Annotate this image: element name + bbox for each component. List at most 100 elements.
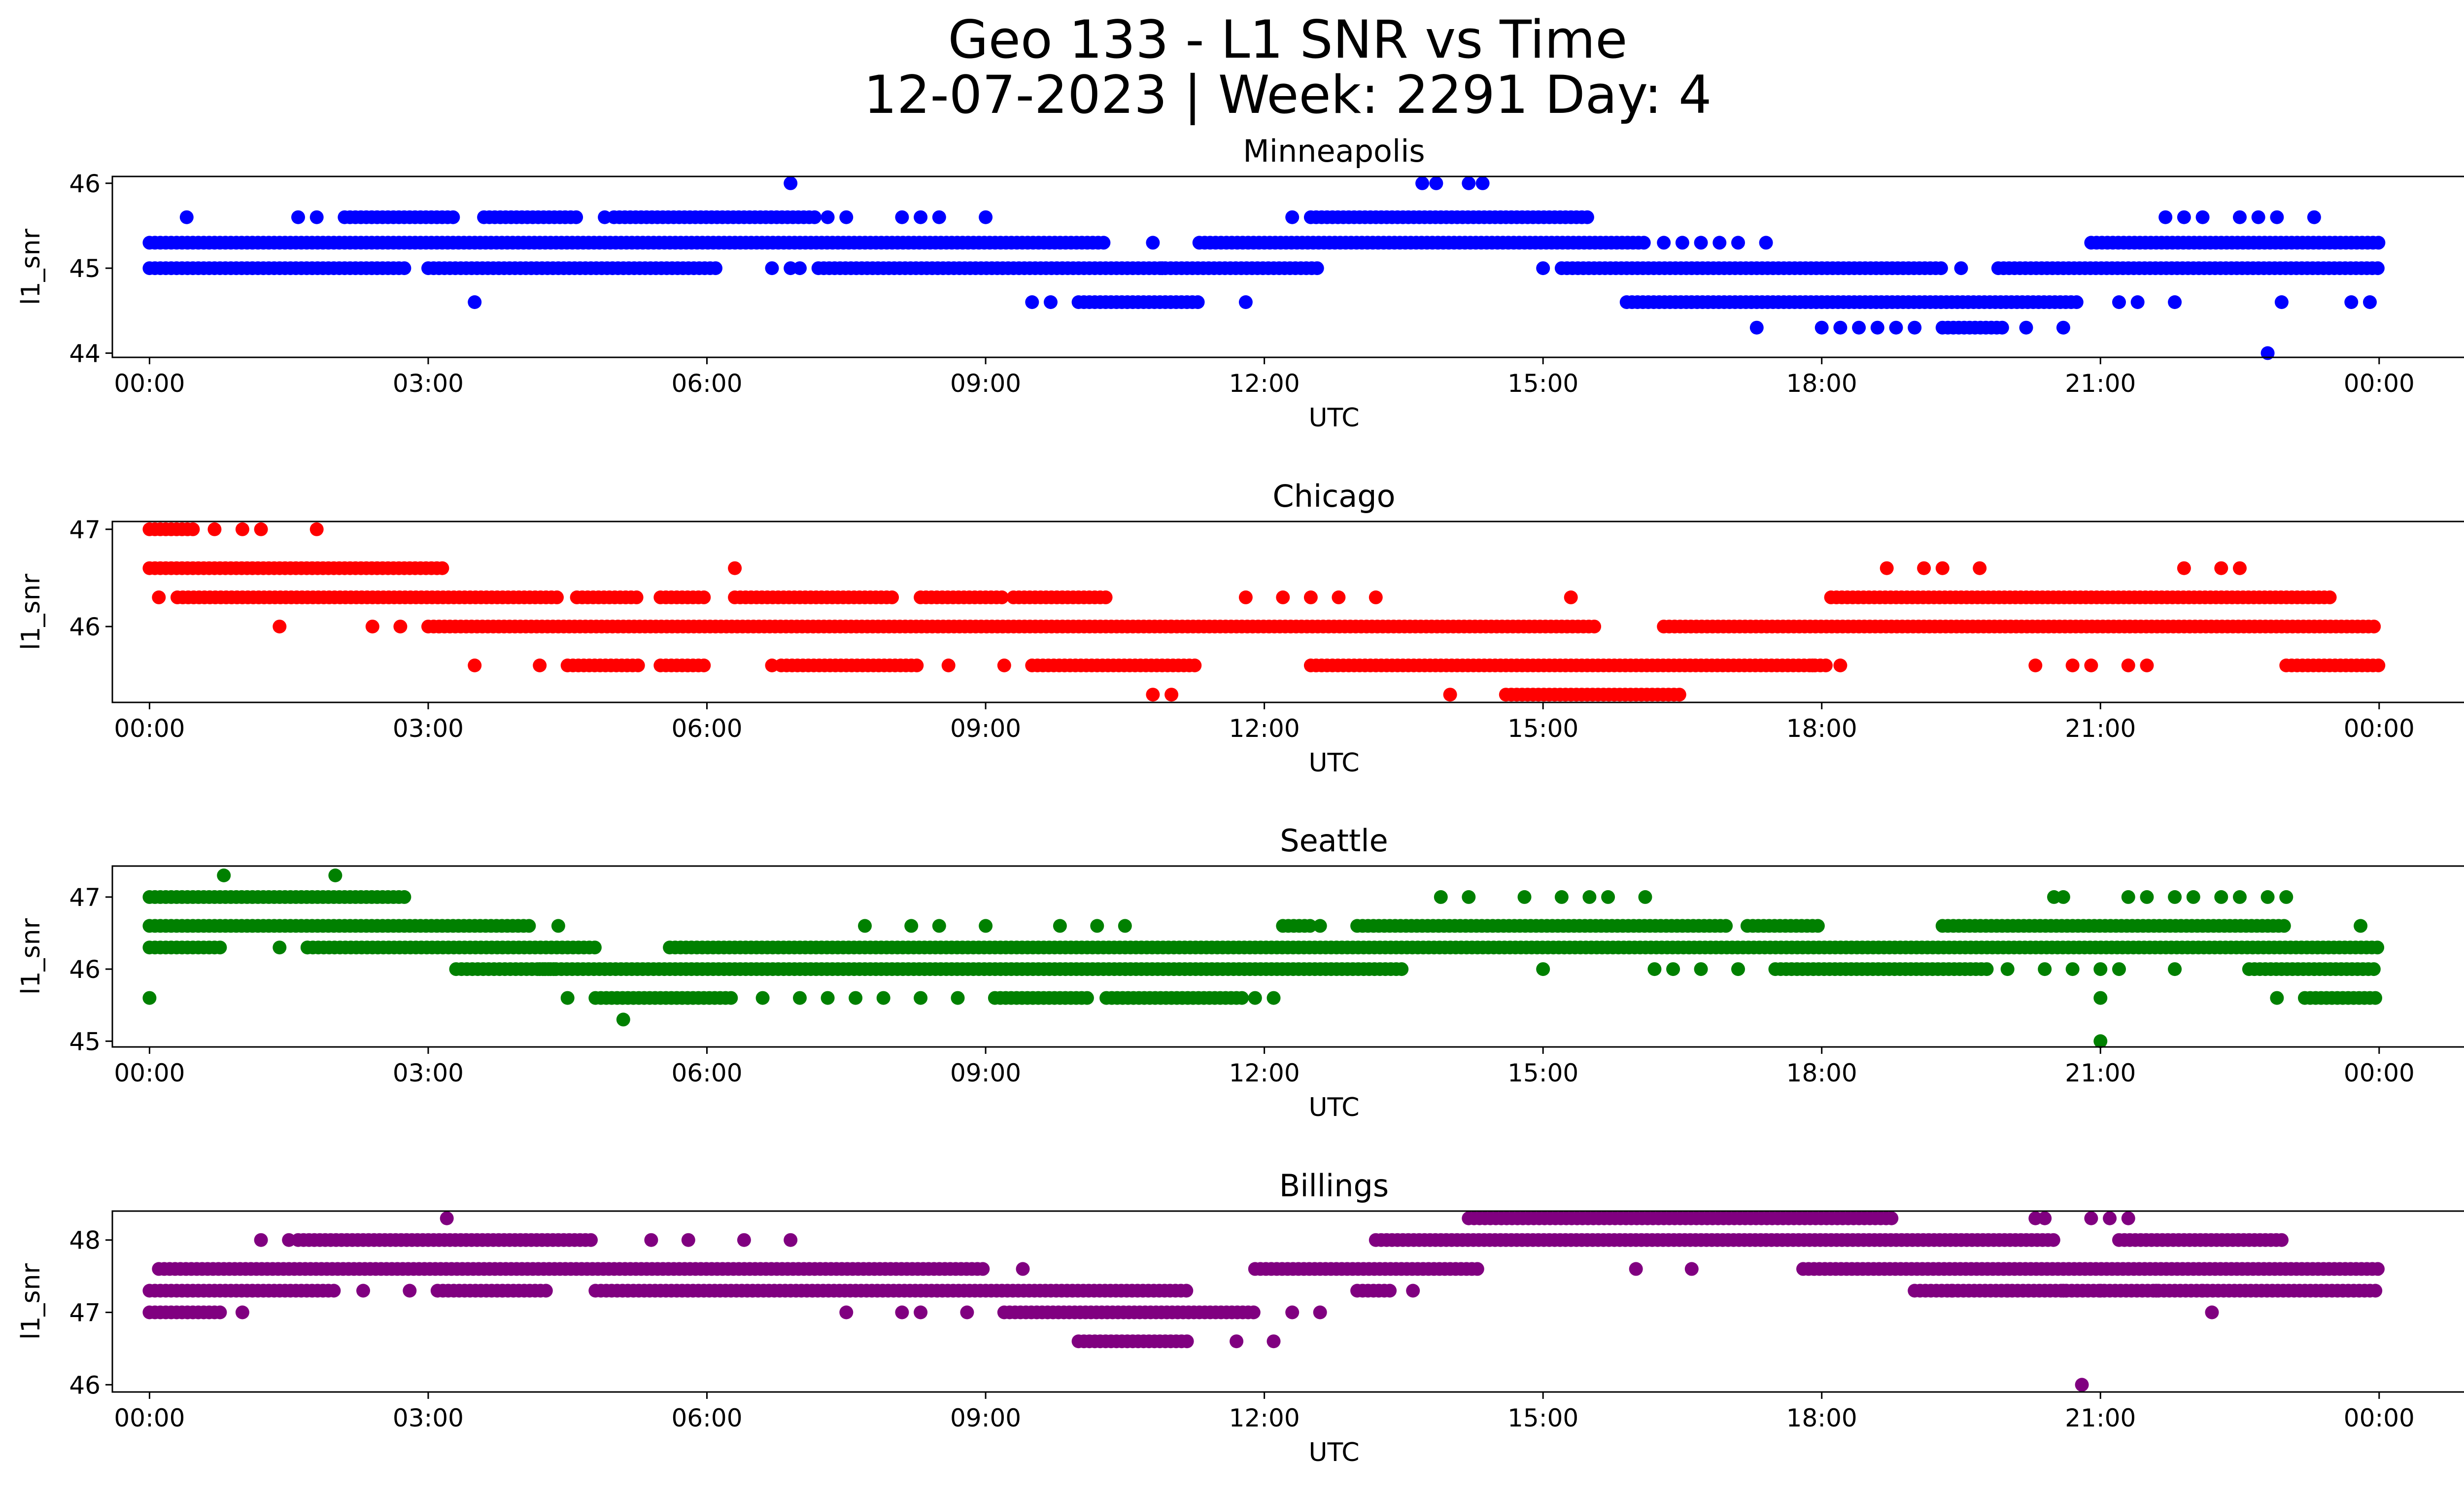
data-point bbox=[213, 1305, 227, 1320]
x-tick-label: 03:00 bbox=[393, 1059, 464, 1087]
data-point bbox=[876, 991, 890, 1005]
data-point bbox=[2065, 962, 2080, 976]
data-point bbox=[539, 1284, 553, 1298]
data-point bbox=[2233, 210, 2247, 224]
data-point bbox=[2371, 659, 2386, 672]
data-point bbox=[1712, 236, 1727, 250]
data-point bbox=[569, 210, 583, 224]
y-tick-label: 45 bbox=[69, 254, 101, 283]
data-point bbox=[1118, 919, 1132, 933]
x-tick-label: 06:00 bbox=[671, 714, 742, 743]
data-point bbox=[904, 919, 919, 933]
data-point bbox=[724, 991, 738, 1005]
data-point bbox=[2056, 1284, 2070, 1298]
x-tick-label: 12:00 bbox=[1229, 1404, 1300, 1432]
data-point bbox=[784, 1233, 798, 1247]
data-point bbox=[273, 940, 287, 955]
data-point bbox=[2168, 295, 2182, 309]
x-axis-label: UTC bbox=[1308, 1438, 1359, 1467]
data-point bbox=[1759, 236, 1773, 250]
data-point bbox=[1657, 236, 1671, 250]
data-point bbox=[2186, 890, 2200, 904]
data-point bbox=[849, 991, 863, 1005]
data-point bbox=[598, 210, 612, 224]
data-point bbox=[616, 1012, 630, 1027]
x-tick-label: 18:00 bbox=[1786, 369, 1857, 398]
data-point bbox=[1564, 590, 1578, 604]
data-point bbox=[2093, 991, 2108, 1005]
data-point bbox=[2270, 210, 2284, 224]
data-point bbox=[309, 522, 324, 536]
data-point bbox=[1637, 236, 1651, 250]
data-point bbox=[1462, 176, 1476, 190]
data-point bbox=[1025, 295, 1039, 309]
data-point bbox=[2140, 659, 2154, 672]
data-point bbox=[808, 210, 821, 224]
x-tick-label: 00:00 bbox=[114, 369, 185, 398]
data-point bbox=[644, 1233, 658, 1247]
x-tick-label: 00:00 bbox=[114, 1059, 185, 1087]
x-tick-label: 12:00 bbox=[1229, 714, 1300, 743]
data-point bbox=[821, 991, 835, 1005]
data-point bbox=[1266, 991, 1281, 1005]
data-point bbox=[1889, 320, 1903, 335]
data-point bbox=[1146, 688, 1160, 702]
data-point bbox=[1666, 962, 1680, 976]
x-tick-label: 00:00 bbox=[2344, 369, 2415, 398]
data-point bbox=[1179, 1284, 1194, 1298]
data-point bbox=[1016, 1262, 1030, 1276]
data-point bbox=[1188, 659, 1202, 672]
data-point bbox=[550, 590, 564, 604]
data-point bbox=[1536, 962, 1550, 976]
y-tick-label: 46 bbox=[69, 1371, 101, 1399]
data-point bbox=[1814, 320, 1829, 335]
data-point bbox=[914, 210, 928, 224]
data-point bbox=[1580, 210, 1594, 224]
data-point bbox=[2370, 261, 2385, 276]
data-point bbox=[1235, 991, 1249, 1005]
data-point bbox=[1675, 236, 1689, 250]
x-tick-label: 06:00 bbox=[671, 1059, 742, 1087]
data-point bbox=[631, 659, 645, 672]
x-tick-label: 18:00 bbox=[1786, 1059, 1857, 1087]
y-axis-label: l1_snr bbox=[16, 918, 46, 995]
data-point bbox=[697, 659, 711, 672]
data-point bbox=[914, 1305, 928, 1320]
data-point bbox=[2112, 962, 2126, 976]
data-point bbox=[765, 261, 779, 276]
x-tick-label: 18:00 bbox=[1786, 714, 1857, 743]
data-point bbox=[2168, 890, 2182, 904]
data-point bbox=[2065, 659, 2080, 672]
data-point bbox=[1266, 1334, 1281, 1349]
data-point bbox=[951, 991, 965, 1005]
data-point bbox=[584, 1233, 598, 1247]
data-point bbox=[309, 210, 324, 224]
data-point bbox=[2046, 1233, 2060, 1247]
data-point bbox=[858, 919, 872, 933]
data-point bbox=[1080, 991, 1094, 1005]
data-point bbox=[1429, 176, 1443, 190]
data-point bbox=[440, 1211, 454, 1225]
x-tick-label: 15:00 bbox=[1507, 369, 1578, 398]
y-tick-label: 47 bbox=[69, 1299, 101, 1327]
data-point bbox=[1313, 919, 1327, 933]
data-point bbox=[291, 210, 305, 224]
data-point bbox=[2158, 210, 2173, 224]
axes-frame bbox=[111, 175, 2464, 358]
subplot-title: Chicago bbox=[1272, 478, 1395, 514]
data-point bbox=[2274, 295, 2289, 309]
data-point bbox=[2038, 962, 2052, 976]
data-point bbox=[2121, 659, 2135, 672]
data-point bbox=[1517, 890, 1532, 904]
data-point bbox=[979, 919, 993, 933]
data-point bbox=[1303, 919, 1317, 933]
data-point bbox=[2368, 991, 2382, 1005]
data-point bbox=[2195, 210, 2210, 224]
data-point bbox=[1731, 962, 1745, 976]
data-point bbox=[2069, 295, 2084, 309]
y-tick-label: 47 bbox=[69, 516, 101, 544]
data-point bbox=[1833, 659, 1848, 672]
data-point bbox=[2371, 1262, 2385, 1276]
data-point bbox=[365, 620, 379, 634]
